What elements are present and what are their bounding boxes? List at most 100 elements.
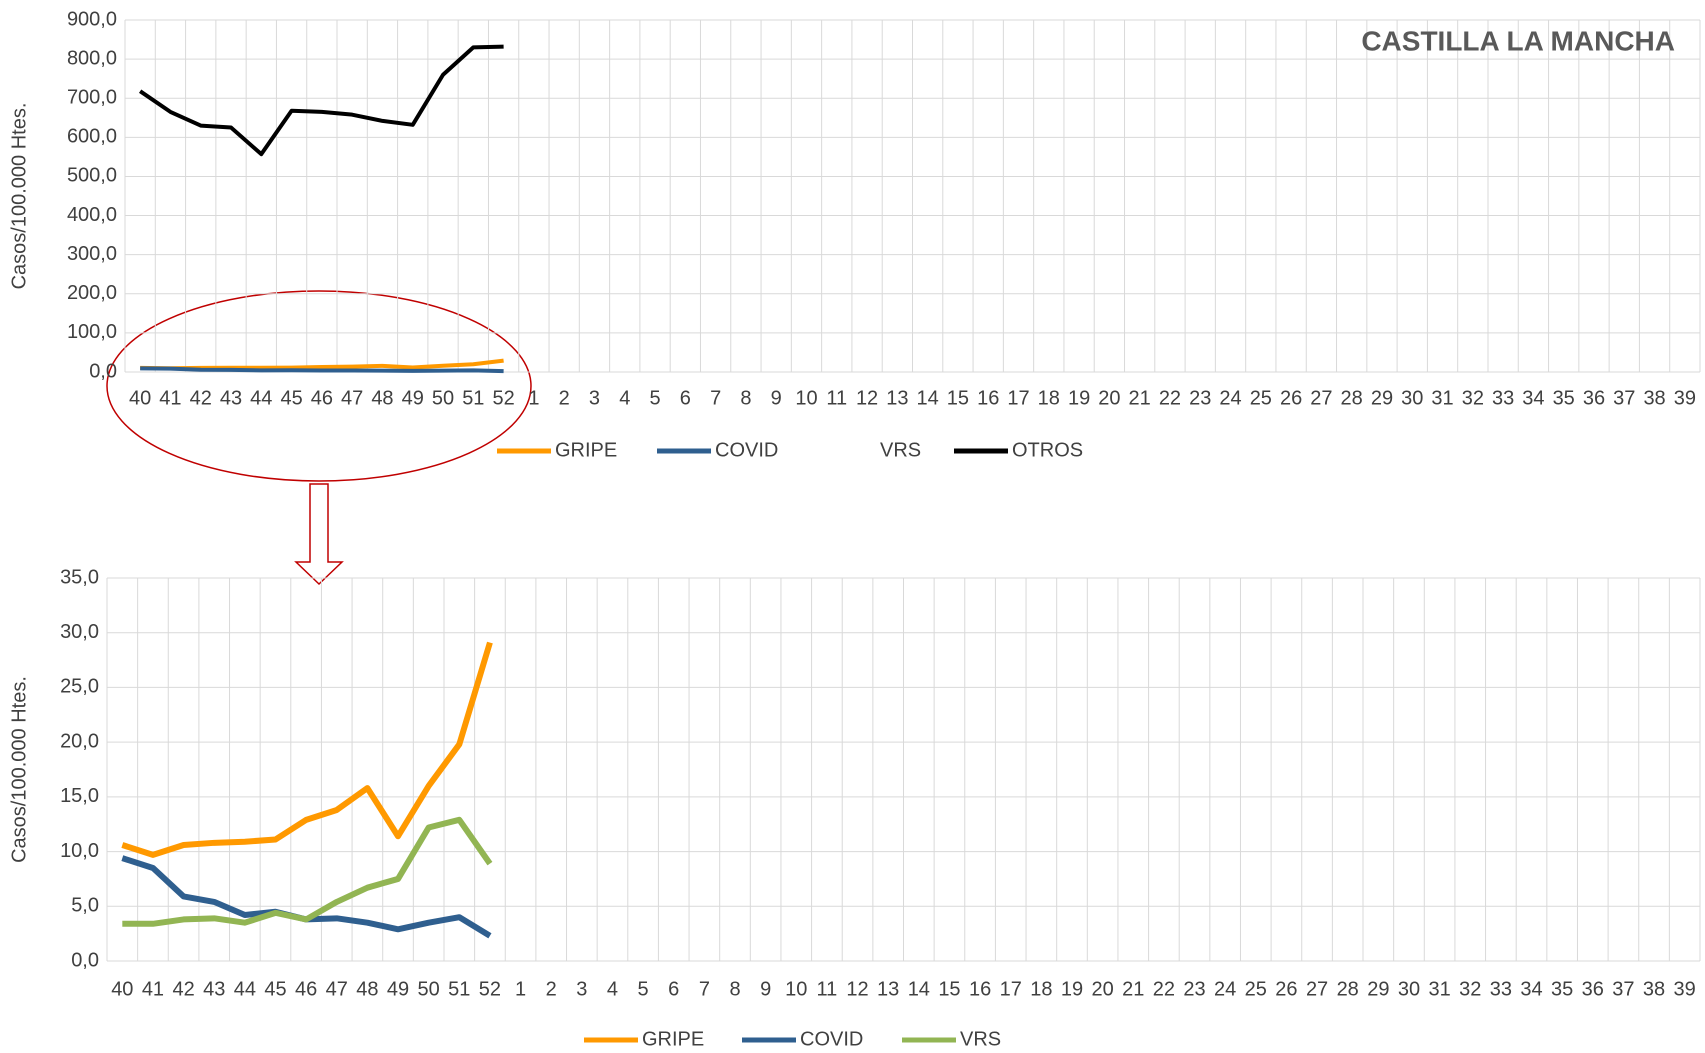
y-tick-label: 200,0 [67, 282, 117, 304]
series-line [139, 44, 504, 157]
x-tick-label: 34 [1522, 387, 1544, 409]
y-tick-label: 0,0 [71, 949, 99, 971]
x-tick-label: 12 [856, 387, 878, 409]
y-tick-label: 25,0 [60, 676, 99, 698]
x-tick-label: 2 [559, 387, 570, 409]
x-tick-label: 21 [1129, 387, 1151, 409]
x-tick-label: 51 [448, 978, 470, 1000]
y-axis-label: Casos/100.000 Htes. [8, 103, 30, 290]
x-tick-label: 28 [1337, 978, 1359, 1000]
y-tick-label: 35,0 [60, 566, 99, 588]
y-tick-label: 600,0 [67, 126, 117, 148]
x-tick-label: 39 [1674, 387, 1696, 409]
legend-label: VRS [880, 439, 921, 461]
x-tick-label: 7 [710, 387, 721, 409]
x-tick-label: 26 [1275, 978, 1297, 1000]
legend-label: GRIPE [555, 439, 617, 461]
y-tick-label: 10,0 [60, 840, 99, 862]
x-tick-label: 32 [1459, 978, 1481, 1000]
x-tick-label: 35 [1553, 387, 1575, 409]
x-tick-label: 11 [817, 978, 838, 1000]
arrow [294, 483, 344, 586]
x-tick-label: 16 [969, 978, 991, 1000]
x-tick-label: 10 [785, 978, 807, 1000]
x-tick-label: 4 [619, 387, 630, 409]
y-tick-label: 400,0 [67, 204, 117, 226]
x-tick-label: 23 [1183, 978, 1205, 1000]
x-tick-label: 14 [917, 387, 939, 409]
x-tick-label: 6 [680, 387, 691, 409]
chart-title: CASTILLA LA MANCHA [1361, 25, 1675, 56]
x-tick-label: 30 [1401, 387, 1423, 409]
y-tick-label: 20,0 [60, 730, 99, 752]
x-tick-label: 42 [190, 387, 212, 409]
x-tick-label: 10 [795, 387, 817, 409]
x-tick-label: 39 [1674, 978, 1696, 1000]
x-tick-label: 22 [1153, 978, 1175, 1000]
x-tick-label: 3 [589, 387, 600, 409]
x-tick-label: 52 [479, 978, 501, 1000]
x-tick-label: 19 [1061, 978, 1083, 1000]
x-tick-label: 36 [1583, 387, 1605, 409]
x-tick-label: 33 [1490, 978, 1512, 1000]
x-tick-label: 8 [729, 978, 740, 1000]
x-tick-label: 43 [220, 387, 242, 409]
x-tick-label: 24 [1214, 978, 1236, 1000]
x-tick-label: 17 [1000, 978, 1022, 1000]
x-tick-label: 27 [1306, 978, 1328, 1000]
x-tick-label: 11 [826, 387, 847, 409]
x-tick-label: 13 [886, 387, 908, 409]
x-tick-label: 24 [1219, 387, 1241, 409]
series-line [122, 816, 493, 927]
x-tick-label: 9 [760, 978, 771, 1000]
x-tick-label: 26 [1280, 387, 1302, 409]
x-tick-label: 12 [846, 978, 868, 1000]
x-tick-label: 1 [515, 978, 526, 1000]
x-tick-label: 29 [1367, 978, 1389, 1000]
x-tick-label: 48 [371, 387, 393, 409]
y-tick-label: 700,0 [67, 87, 117, 109]
legend-label: COVID [715, 439, 778, 461]
x-tick-label: 15 [938, 978, 960, 1000]
series-line [140, 366, 504, 374]
x-tick-label: 5 [649, 387, 660, 409]
x-tick-label: 6 [668, 978, 679, 1000]
x-tick-label: 18 [1038, 387, 1060, 409]
x-tick-label: 40 [111, 978, 133, 1000]
x-tick-label: 9 [771, 387, 782, 409]
series-line [140, 358, 504, 371]
x-tick-label: 23 [1189, 387, 1211, 409]
x-tick-label: 14 [908, 978, 930, 1000]
x-tick-label: 43 [203, 978, 225, 1000]
x-tick-label: 45 [280, 387, 302, 409]
x-tick-label: 46 [311, 387, 333, 409]
series-line [121, 641, 493, 858]
x-tick-label: 18 [1030, 978, 1052, 1000]
x-tick-label: 13 [877, 978, 899, 1000]
y-tick-label: 500,0 [67, 165, 117, 187]
x-tick-label: 51 [462, 387, 484, 409]
x-tick-label: 4 [607, 978, 618, 1000]
x-tick-label: 41 [159, 387, 181, 409]
x-tick-label: 47 [326, 978, 348, 1000]
x-tick-label: 37 [1613, 387, 1635, 409]
x-tick-label: 20 [1092, 978, 1114, 1000]
x-tick-label: 7 [699, 978, 710, 1000]
y-axis-label: Casos/100.000 Htes. [8, 676, 30, 863]
x-tick-label: 15 [947, 387, 969, 409]
x-tick-label: 1 [528, 387, 539, 409]
x-tick-label: 31 [1431, 387, 1453, 409]
series-line [121, 855, 492, 939]
x-tick-label: 16 [977, 387, 999, 409]
x-tick-label: 46 [295, 978, 317, 1000]
x-tick-label: 8 [740, 387, 751, 409]
x-tick-label: 29 [1371, 387, 1393, 409]
y-tick-label: 15,0 [60, 785, 99, 807]
x-tick-label: 36 [1582, 978, 1604, 1000]
x-tick-label: 38 [1643, 978, 1665, 1000]
x-tick-label: 19 [1068, 387, 1090, 409]
x-tick-label: 42 [172, 978, 194, 1000]
x-tick-label: 34 [1520, 978, 1542, 1000]
legend-label: OTROS [1012, 439, 1083, 461]
